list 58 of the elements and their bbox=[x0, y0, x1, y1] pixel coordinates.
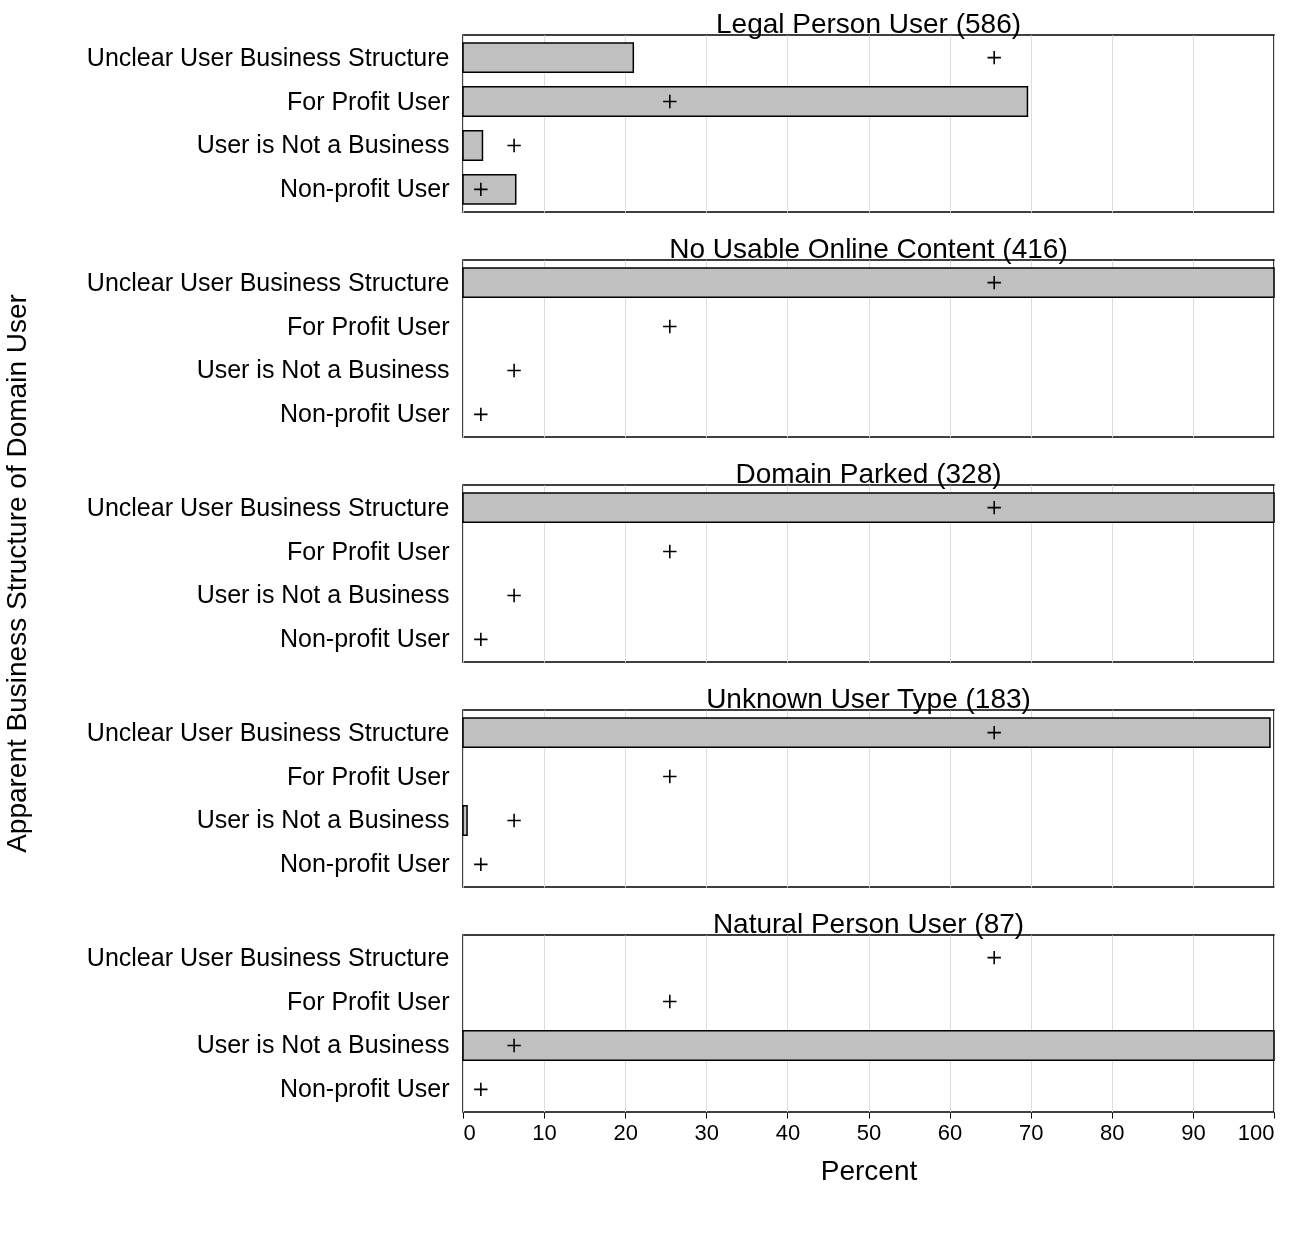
x-tick-label: 70 bbox=[1018, 1119, 1044, 1145]
point bbox=[986, 500, 1002, 516]
x-tick-label: 10 bbox=[532, 1119, 557, 1145]
point bbox=[986, 50, 1002, 66]
chart-title: Domain Parked (328) bbox=[735, 458, 1002, 489]
point bbox=[506, 137, 522, 153]
y-tick-label: Non-profit User bbox=[280, 1074, 450, 1103]
y-tick-label: Unclear User Business Structure bbox=[86, 492, 450, 521]
y-tick-label: For Profit User bbox=[286, 761, 450, 790]
x-tick-label: 30 bbox=[694, 1119, 720, 1145]
y-tick-label: User is Not a Business bbox=[196, 1030, 450, 1059]
y-tick-label: Non-profit User bbox=[280, 399, 450, 428]
y-tick-label: User is Not a Business bbox=[196, 130, 450, 159]
chart-title: Natural Person User (87) bbox=[712, 908, 1025, 939]
y-tick-label: Non-profit User bbox=[280, 174, 450, 203]
point bbox=[506, 362, 522, 378]
point bbox=[473, 856, 489, 872]
y-tick-label: For Profit User bbox=[286, 86, 450, 115]
chart-title: Unknown User Type (183) bbox=[706, 683, 1031, 714]
point bbox=[986, 950, 1002, 966]
x-tick-label: 0 bbox=[463, 1119, 476, 1145]
x-tick-label: 80 bbox=[1100, 1119, 1125, 1145]
point bbox=[473, 406, 489, 422]
y-tick-label: Unclear User Business Structure bbox=[86, 717, 450, 746]
y-tick-label: Non-profit User bbox=[280, 624, 450, 653]
chart-title: No Usable Online Content (416) bbox=[669, 233, 1068, 264]
y-tick-label: Unclear User Business Structure bbox=[86, 267, 450, 296]
x-tick-label: 20 bbox=[613, 1119, 638, 1145]
y-tick-label: Unclear User Business Structure bbox=[86, 942, 450, 971]
point bbox=[662, 319, 678, 335]
x-tick-label: 60 bbox=[937, 1119, 963, 1145]
point bbox=[662, 544, 678, 560]
y-tick-label: For Profit User bbox=[286, 536, 450, 565]
y-axis-title: Apparent Business Structure of Domain User bbox=[0, 294, 32, 853]
x-axis-title: Percent bbox=[820, 1154, 918, 1186]
point bbox=[473, 1081, 489, 1097]
y-tick-label: For Profit User bbox=[286, 311, 450, 340]
y-tick-label: User is Not a Business bbox=[196, 355, 450, 384]
y-tick-label: Unclear User Business Structure bbox=[86, 42, 450, 71]
point bbox=[506, 587, 522, 603]
x-tick-label: 100 bbox=[1237, 1119, 1275, 1145]
point bbox=[986, 275, 1002, 291]
y-tick-label: For Profit User bbox=[286, 986, 450, 1015]
y-tick-label: Non-profit User bbox=[280, 849, 450, 878]
point bbox=[662, 94, 678, 110]
point bbox=[506, 1037, 522, 1053]
y-tick-label: User is Not a Business bbox=[196, 580, 450, 609]
point bbox=[662, 769, 678, 785]
y-tick-label: User is Not a Business bbox=[196, 805, 450, 834]
x-tick-label: 50 bbox=[856, 1119, 882, 1145]
point bbox=[506, 812, 522, 828]
point bbox=[473, 631, 489, 647]
point bbox=[473, 181, 489, 197]
x-tick-label: 40 bbox=[775, 1119, 801, 1145]
point bbox=[986, 725, 1002, 741]
chart-title: Legal Person User (586) bbox=[715, 8, 1022, 39]
point bbox=[662, 994, 678, 1010]
x-tick-label: 90 bbox=[1181, 1119, 1206, 1145]
